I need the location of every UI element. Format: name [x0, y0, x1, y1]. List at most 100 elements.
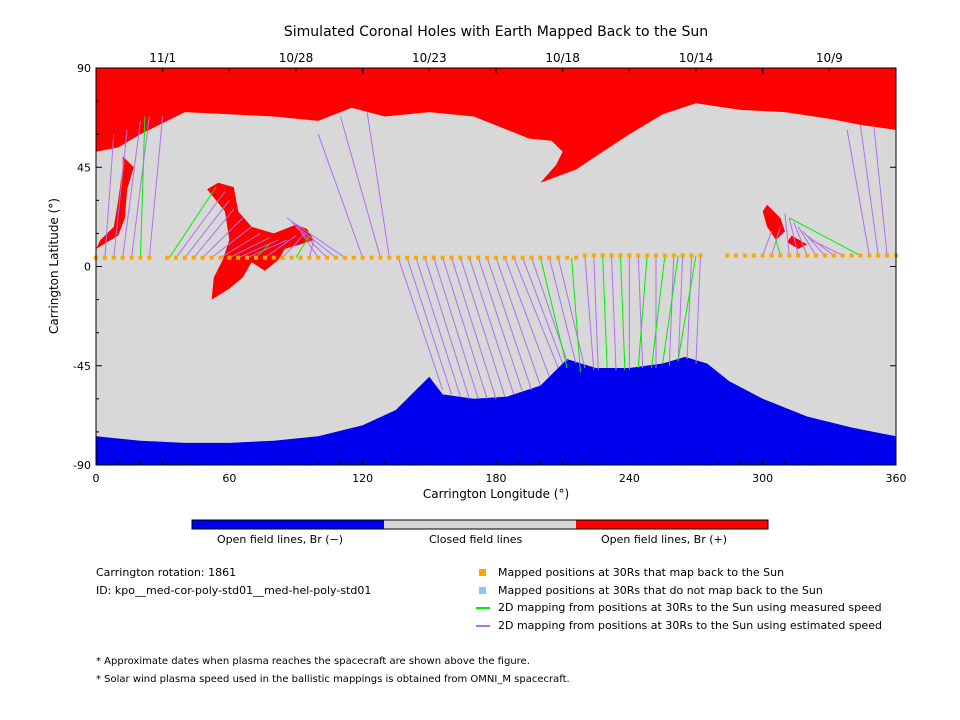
measured-mapping-line	[662, 255, 679, 364]
mapped-point-30rs	[680, 253, 685, 258]
mapped-point-30rs	[734, 253, 738, 258]
mapped-point-30rs	[805, 253, 810, 258]
estimated-mapping-line	[584, 255, 595, 371]
estimated-mapping-line	[811, 239, 843, 256]
mapped-point-30rs	[147, 255, 152, 260]
measured-mapping-line	[602, 255, 608, 368]
field-regions	[96, 68, 896, 465]
colorbar-label-positive: Open field lines, Br (+)	[601, 533, 728, 546]
mapped-point-30rs	[769, 253, 774, 258]
colorbar	[191, 519, 769, 530]
estimated-mapping-line	[797, 226, 817, 256]
mapped-point-30rs	[440, 255, 445, 260]
mapped-point-30rs	[316, 255, 321, 260]
mapped-point-30rs	[102, 255, 107, 260]
colorbar-segment	[384, 520, 576, 529]
mapped-point-30rs	[556, 255, 561, 260]
estimated-mapping-line	[504, 257, 550, 377]
mapped-point-30rs	[405, 255, 410, 260]
mapped-point-30rs	[822, 253, 827, 258]
mapped-point-30rs	[849, 253, 854, 258]
mapped-point-30rs	[751, 253, 756, 258]
mapped-point-30rs	[787, 253, 792, 258]
measured-mapping-line	[677, 255, 697, 360]
estimated-mapping-line	[468, 257, 515, 395]
estimated-mapping-line	[611, 255, 617, 371]
estimated-mapping-line	[784, 213, 790, 256]
mapped-point-30rs	[662, 253, 667, 258]
mapped-point-30rs	[600, 253, 605, 258]
mapped-point-30rs	[227, 255, 232, 260]
estimated-mapping-line	[433, 257, 479, 399]
estimated-mapping-line	[793, 222, 808, 256]
estimated-mapping-line	[477, 257, 524, 393]
estimated-mapping-line	[113, 129, 128, 258]
mapped-point-30rs	[609, 253, 614, 258]
x-axis-label: Carrington Longitude (°)	[423, 487, 569, 501]
mapped-point-30rs	[334, 255, 338, 260]
mapped-point-30rs	[209, 255, 214, 260]
mapped-point-30rs	[760, 253, 765, 258]
mapped-point-30rs	[502, 255, 507, 260]
estimated-mapping-line	[406, 257, 453, 395]
colorbar-label-closed: Closed field lines	[429, 533, 523, 546]
mapped-point-30rs	[885, 253, 890, 258]
x-tick-label: 120	[352, 472, 373, 485]
mapped-point-30rs	[840, 253, 845, 258]
y-tick-label: 45	[77, 161, 91, 174]
mapped-point-30rs	[351, 255, 356, 260]
measured-mapping-line	[295, 235, 310, 258]
estimated-mapping-line	[291, 221, 337, 259]
mapped-point-30rs	[129, 255, 134, 260]
mapped-point-30rs	[529, 255, 534, 260]
y-tick-label: -90	[73, 459, 91, 472]
mapped-point-30rs	[342, 255, 347, 260]
estimated-mapping-line	[859, 125, 879, 256]
x-tick-label: 60	[222, 472, 236, 485]
estimated-mapping-line	[677, 255, 684, 362]
mapped-point-30rs	[360, 255, 365, 260]
mapped-point-30rs	[725, 253, 730, 258]
mapped-point-30rs	[831, 253, 836, 258]
mapped-point-30rs	[280, 255, 285, 260]
estimated-mapping-line	[148, 116, 164, 258]
y-tick-label: 0	[84, 261, 91, 274]
estimated-mapping-line	[806, 235, 835, 256]
estimated-mapping-line	[264, 235, 297, 259]
mapped-point-30rs	[742, 253, 747, 258]
mapped-point-30rs	[422, 255, 427, 260]
measured-mapping-line	[168, 186, 217, 258]
colorbar-segment	[192, 520, 384, 529]
estimated-mapping-line	[193, 208, 235, 258]
legend-line-measured	[476, 607, 490, 609]
measured-mapping-line	[619, 255, 626, 371]
mapped-point-30rs	[476, 255, 481, 260]
colorbar-frame	[191, 519, 769, 530]
mapped-point-30rs	[591, 253, 596, 258]
legend-swatch-mapped	[479, 569, 486, 576]
estimated-mapping-line	[442, 257, 488, 399]
mapped-point-30rs	[307, 255, 312, 260]
estimated-mapping-line	[246, 239, 288, 259]
x-tick-label: 180	[486, 472, 507, 485]
mapped-point-30rs	[120, 255, 125, 260]
x-tick-label: 300	[752, 472, 773, 485]
estimated-mapping-line	[424, 257, 470, 399]
estimated-mapping-line	[415, 257, 461, 397]
measured-mapping-line	[637, 255, 648, 368]
mapped-point-30rs	[182, 255, 187, 260]
mapped-point-30rs	[538, 255, 543, 260]
mapped-point-30rs	[378, 255, 383, 260]
estimated-mapping-line	[131, 116, 150, 258]
measured-mapping-line	[775, 239, 781, 256]
estimated-mapping-line	[557, 257, 586, 369]
date-label: 10/9	[816, 51, 843, 65]
mapped-point-30rs	[165, 255, 170, 260]
estimated-mapping-line	[282, 233, 306, 259]
estimated-mapping-line	[788, 217, 799, 256]
x-tick-label: 0	[93, 472, 100, 485]
measured-mapping-line	[539, 257, 568, 369]
legend-label-estimated: 2D mapping from positions at 30Rs to the…	[498, 619, 883, 632]
mapped-point-30rs	[191, 255, 196, 260]
mapped-point-30rs	[565, 255, 570, 260]
